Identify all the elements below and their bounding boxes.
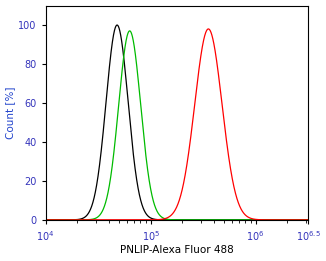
Y-axis label: Count [%]: Count [%] bbox=[6, 86, 16, 139]
X-axis label: PNLIP-Alexa Fluor 488: PNLIP-Alexa Fluor 488 bbox=[120, 245, 234, 256]
